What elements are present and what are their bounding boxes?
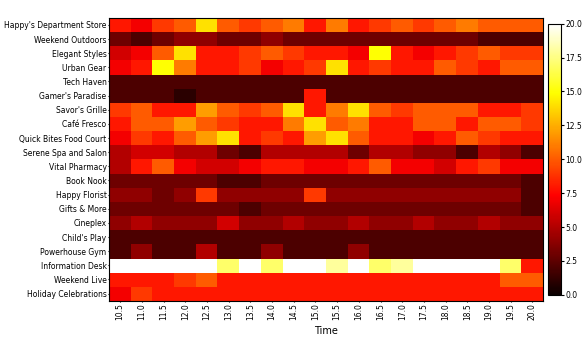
X-axis label: Time: Time — [314, 326, 338, 336]
